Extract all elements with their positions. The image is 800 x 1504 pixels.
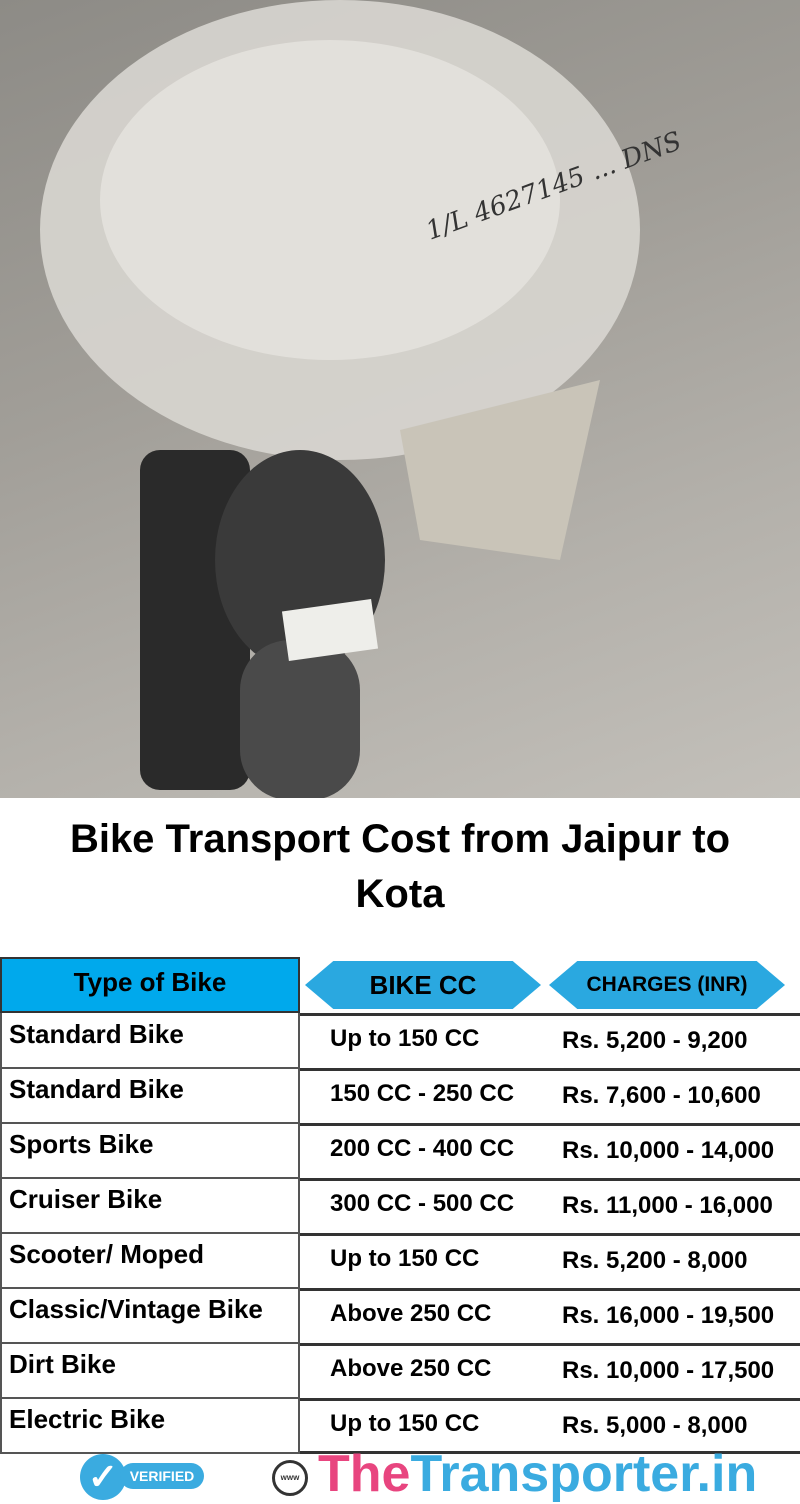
table-row-cc: 300 CC - 500 CC [330, 1190, 515, 1217]
page-title: Bike Transport Cost from Jaipur to Kota [69, 817, 731, 916]
table-row-charges: Rs. 5,200 - 8,000 [562, 1247, 748, 1274]
table-row-cc: Up to 150 CC [330, 1245, 480, 1272]
table-row-charges: Rs. 16,000 - 19,500 [562, 1302, 775, 1329]
brand-name: TheTransporter.in [318, 1444, 757, 1504]
verified-badge: ✓ VERIFIED [80, 1454, 206, 1500]
header-bike-cc: BIKE CC [305, 961, 541, 1009]
table-row-type: Electric Bike [0, 1398, 300, 1454]
table-row-type: Cruiser Bike [0, 1178, 300, 1234]
table-row-cc: Up to 150 CC [330, 1410, 480, 1437]
row-divider [300, 1178, 800, 1181]
table-row-type: Dirt Bike [0, 1343, 300, 1399]
row-divider [300, 1123, 800, 1126]
row-divider [300, 1013, 800, 1016]
brand-part2: Transporter.in [410, 1445, 758, 1503]
wrapped-bike-photo: 1/L 4627145 ... DNS [0, 0, 800, 798]
row-divider [300, 1451, 800, 1454]
table-row-type: Standard Bike [0, 1013, 300, 1069]
table-row-type: Classic/Vintage Bike [0, 1288, 300, 1344]
globe-icon: www [272, 1460, 308, 1496]
row-divider [300, 1233, 800, 1236]
table-row-cc: 150 CC - 250 CC [330, 1080, 515, 1107]
table-row-type: Sports Bike [0, 1123, 300, 1179]
table-row-type: Scooter/ Moped [0, 1233, 300, 1289]
row-divider [300, 1398, 800, 1401]
header-type-of-bike: Type of Bike [0, 957, 300, 1013]
bike-photo-illustration: 1/L 4627145 ... DNS [40, 0, 686, 798]
table-row-charges: Rs. 11,000 - 16,000 [562, 1192, 773, 1219]
table-row-cc: Above 250 CC [330, 1300, 492, 1327]
brand-part1: The [318, 1445, 411, 1503]
row-divider [300, 1068, 800, 1071]
table-row-charges: Rs. 7,600 - 10,600 [562, 1082, 761, 1109]
checkmark-icon: ✓ [80, 1454, 126, 1500]
table-row-charges: Rs. 10,000 - 14,000 [562, 1137, 775, 1164]
table-row-charges: Rs. 5,000 - 8,000 [562, 1412, 748, 1439]
table-row-charges: Rs. 10,000 - 17,500 [562, 1357, 775, 1384]
table-row-type: Standard Bike [0, 1068, 300, 1124]
header-charges: CHARGES (INR) [549, 961, 785, 1009]
verified-label: VERIFIED [120, 1463, 204, 1489]
footer-branding: ✓ VERIFIED www TheTransporter.in [0, 1445, 800, 1503]
row-divider [300, 1343, 800, 1346]
table-row-cc: Above 250 CC [330, 1355, 492, 1382]
table-row-charges: Rs. 5,200 - 9,200 [562, 1027, 748, 1054]
table-row-cc: 200 CC - 400 CC [330, 1135, 515, 1162]
row-divider [300, 1288, 800, 1291]
table-row-cc: Up to 150 CC [330, 1025, 480, 1052]
